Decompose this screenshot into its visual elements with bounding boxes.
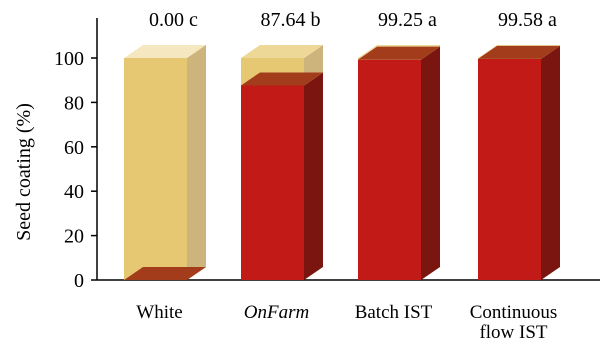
bar-coated bbox=[241, 85, 304, 280]
bar-coated-side bbox=[541, 45, 560, 280]
bar-top-face bbox=[124, 45, 206, 58]
y-tick-label: 80 bbox=[64, 92, 84, 114]
bar-coated-top-face bbox=[478, 45, 560, 59]
y-tick-label: 0 bbox=[74, 270, 84, 292]
bar-coated-side bbox=[304, 72, 323, 280]
bar-group bbox=[241, 45, 323, 280]
y-tick-label: 20 bbox=[64, 226, 84, 248]
bar-coated bbox=[478, 58, 541, 280]
chart-labels: White 0.00 c OnFarm 87.64 b Batch IST 99.25 a… bbox=[136, 9, 557, 340]
bar-coated bbox=[358, 59, 421, 280]
y-tick-label: 60 bbox=[64, 137, 84, 159]
data-label: 99.25 a bbox=[378, 9, 437, 31]
data-label: 99.58 a bbox=[498, 9, 557, 31]
bar-uncoated bbox=[124, 58, 187, 280]
x-tick-label: Batch IST bbox=[355, 302, 433, 323]
bar-group bbox=[478, 45, 560, 280]
y-axis-title: Seed coating (%) bbox=[13, 103, 35, 241]
bar-group bbox=[358, 45, 440, 280]
bar-top-face bbox=[241, 45, 323, 58]
bar-uncoated-side bbox=[187, 45, 206, 280]
bar-coated-top-face bbox=[358, 46, 440, 60]
y-tick-label: 100 bbox=[54, 48, 84, 70]
x-tick-label: White bbox=[136, 302, 182, 323]
bar-coated-top-face bbox=[124, 267, 206, 280]
x-tick-label: Continuous bbox=[470, 302, 558, 323]
data-label: 0.00 c bbox=[149, 9, 198, 31]
bar-coated-side bbox=[421, 46, 440, 280]
chart-bars bbox=[124, 45, 560, 280]
x-tick-label: flow IST bbox=[479, 322, 547, 340]
y-tick-label: 40 bbox=[64, 181, 84, 203]
x-tick-label: OnFarm bbox=[244, 302, 309, 323]
data-label: 87.64 b bbox=[261, 9, 321, 31]
bar-coated-top-face bbox=[241, 72, 323, 86]
bar-group bbox=[124, 45, 206, 280]
